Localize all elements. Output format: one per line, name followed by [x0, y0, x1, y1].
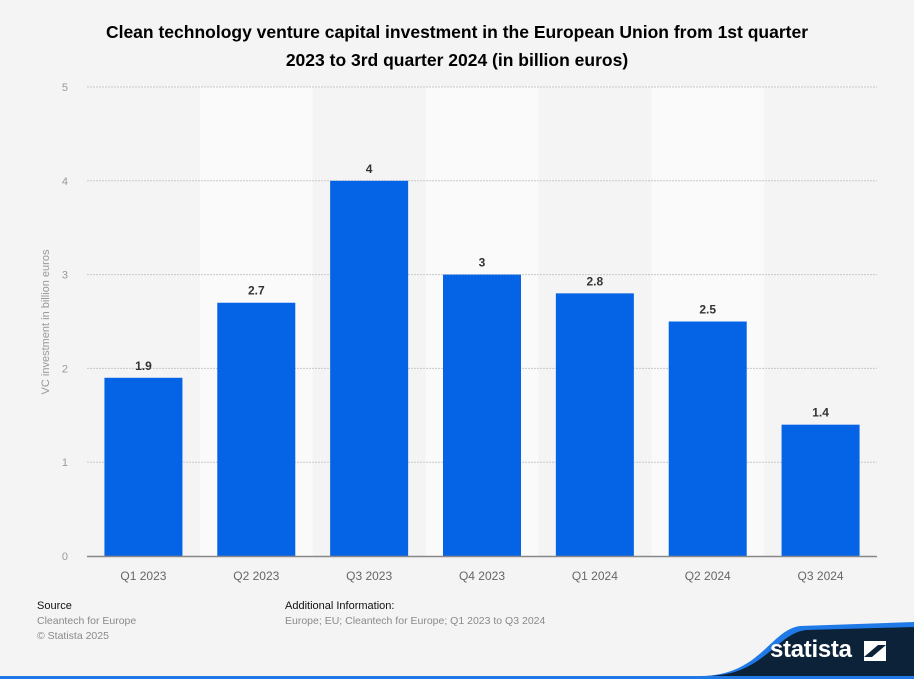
- x-tick-label: Q3 2023: [346, 569, 392, 583]
- data-label: 3: [479, 256, 486, 270]
- bottom-accent-line: [0, 676, 914, 679]
- bar-chart: 0 1 2 3 4 5 VC investment in billion euros 1.…: [40, 82, 877, 583]
- chart-title-line-1: Clean technology venture capital investm…: [105, 22, 809, 42]
- chart-title-line-2: 2023 to 3rd quarter 2024 (in billion eur…: [285, 50, 629, 70]
- y-axis-label: VC investment in billion euros: [40, 249, 52, 394]
- data-label: 2.7: [248, 284, 265, 298]
- bar-q1-2024[interactable]: [555, 293, 634, 556]
- y-axis-ticks: 0 1 2 3 4 5: [62, 82, 68, 563]
- copyright: © Statista 2025: [37, 630, 109, 642]
- data-label: 1.9: [135, 359, 152, 373]
- bar-q2-2024[interactable]: [668, 321, 747, 557]
- bar-q2-2023[interactable]: [217, 302, 296, 556]
- x-tick-label: Q2 2024: [685, 569, 731, 583]
- statista-logo-icon: [864, 641, 886, 661]
- bar-q3-2023[interactable]: [330, 180, 409, 557]
- y-tick-label: 1: [62, 457, 68, 469]
- x-tick-label: Q2 2023: [233, 569, 279, 583]
- x-tick-label: Q1 2024: [572, 569, 618, 583]
- bars: [104, 180, 860, 557]
- source-heading: Source: [37, 600, 72, 612]
- data-labels: 1.9 2.7 4 3 2.8 2.5 1.4: [135, 162, 829, 420]
- source-block: Source Cleantech for Europe © Statista 2…: [37, 599, 136, 644]
- data-label: 2.5: [699, 303, 716, 317]
- y-tick-label: 3: [62, 270, 68, 282]
- bar-q1-2023[interactable]: [104, 377, 183, 556]
- data-label: 2.8: [587, 274, 604, 288]
- x-tick-label: Q1 2023: [120, 569, 166, 583]
- y-tick-label: 4: [62, 176, 68, 188]
- y-tick-label: 0: [62, 551, 68, 563]
- statista-logo[interactable]: statista: [770, 636, 852, 663]
- x-tick-label: Q3 2024: [798, 569, 844, 583]
- bar-q4-2023[interactable]: [443, 274, 521, 556]
- chart-title: Clean technology venture capital investm…: [0, 18, 914, 74]
- additional-info-block: Additional Information: Europe; EU; Clea…: [285, 599, 545, 629]
- y-tick-label: 2: [62, 363, 68, 375]
- x-axis-ticks: Q1 2023 Q2 2023 Q3 2023 Q4 2023 Q1 2024 Q2 20…: [120, 569, 844, 583]
- source-name[interactable]: Cleantech for Europe: [37, 615, 137, 627]
- additional-info-text: Europe; EU; Cleantech for Europe; Q1 202…: [285, 615, 546, 627]
- additional-info-heading: Additional Information:: [285, 600, 395, 612]
- data-label: 1.4: [812, 406, 829, 420]
- data-label: 4: [366, 162, 373, 176]
- bar-q3-2024[interactable]: [781, 424, 860, 556]
- x-tick-label: Q4 2023: [459, 569, 505, 583]
- y-tick-label: 5: [62, 82, 68, 94]
